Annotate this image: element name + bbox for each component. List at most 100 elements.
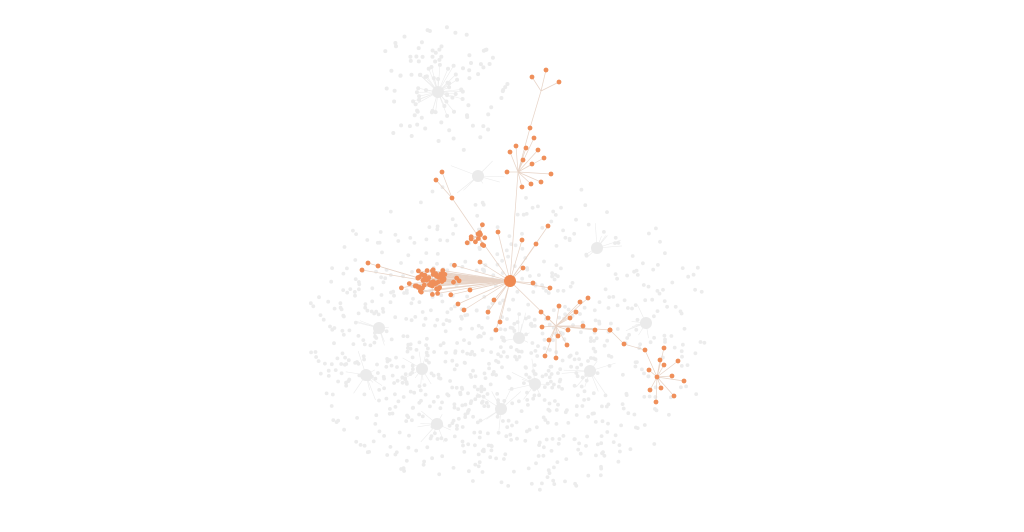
highlighted-node[interactable] — [417, 274, 422, 280]
graph-node[interactable] — [506, 484, 511, 488]
highlighted-node[interactable] — [555, 333, 561, 339]
graph-node[interactable] — [371, 439, 376, 444]
graph-node[interactable] — [526, 403, 530, 407]
graph-node[interactable] — [417, 97, 421, 102]
graph-node[interactable] — [653, 395, 658, 399]
graph-node[interactable] — [443, 437, 448, 442]
graph-node[interactable] — [389, 337, 394, 342]
graph-node[interactable] — [333, 368, 338, 372]
graph-node[interactable] — [646, 374, 651, 379]
graph-node[interactable] — [657, 291, 662, 296]
highlighted-node[interactable] — [542, 353, 548, 359]
graph-node[interactable] — [606, 421, 610, 426]
graph-node[interactable] — [424, 251, 429, 256]
graph-node[interactable] — [567, 354, 572, 359]
graph-node[interactable] — [401, 364, 406, 369]
graph-node[interactable] — [395, 365, 399, 369]
graph-node[interactable] — [536, 454, 541, 458]
graph-node[interactable] — [477, 247, 482, 252]
graph-node[interactable] — [524, 196, 528, 200]
graph-node[interactable] — [429, 308, 433, 313]
graph-node[interactable] — [389, 290, 393, 295]
graph-node[interactable] — [513, 243, 518, 248]
graph-node[interactable] — [439, 120, 444, 125]
highlighted-node[interactable] — [433, 177, 439, 183]
graph-node[interactable] — [440, 299, 445, 304]
graph-node[interactable] — [471, 479, 475, 483]
graph-node[interactable] — [482, 371, 487, 376]
graph-node[interactable] — [466, 409, 470, 414]
graph-node[interactable] — [693, 287, 697, 292]
graph-node[interactable] — [599, 466, 604, 471]
highlighted-node[interactable] — [675, 358, 681, 364]
graph-node[interactable] — [378, 230, 383, 234]
graph-node[interactable] — [605, 210, 609, 215]
highlighted-node[interactable] — [546, 337, 552, 343]
graph-node[interactable] — [650, 297, 655, 302]
graph-node[interactable] — [514, 357, 519, 362]
graph-node[interactable] — [443, 359, 448, 364]
highlighted-node[interactable] — [556, 303, 562, 309]
graph-node[interactable] — [381, 280, 386, 285]
graph-node[interactable] — [439, 293, 444, 298]
highlighted-node[interactable] — [647, 387, 653, 393]
graph-node[interactable] — [313, 350, 318, 354]
graph-node[interactable] — [453, 349, 458, 353]
graph-node[interactable] — [486, 404, 491, 409]
graph-node[interactable] — [495, 262, 500, 267]
graph-node[interactable] — [511, 297, 515, 302]
graph-node[interactable] — [423, 316, 428, 321]
highlighted-node[interactable] — [399, 285, 404, 291]
highlighted-node[interactable] — [567, 315, 573, 321]
graph-node[interactable] — [579, 384, 584, 389]
graph-node[interactable] — [620, 402, 625, 406]
graph-node[interactable] — [501, 336, 506, 340]
graph-node[interactable] — [528, 274, 532, 278]
graph-node[interactable] — [379, 275, 383, 280]
graph-node[interactable] — [486, 431, 490, 436]
graph-node[interactable] — [505, 317, 509, 321]
graph-node[interactable] — [467, 53, 472, 58]
graph-node[interactable] — [444, 99, 449, 104]
graph-node[interactable] — [470, 326, 474, 331]
highlighted-node[interactable] — [485, 309, 491, 315]
highlighted-node[interactable] — [497, 319, 503, 325]
graph-node[interactable] — [416, 86, 421, 91]
highlighted-node[interactable] — [439, 169, 445, 175]
graph-node[interactable] — [458, 392, 463, 397]
graph-node[interactable] — [375, 362, 379, 367]
graph-node[interactable] — [430, 48, 435, 53]
graph-node[interactable] — [441, 322, 446, 327]
graph-node[interactable] — [525, 266, 529, 270]
graph-node[interactable] — [615, 276, 619, 281]
graph-node[interactable] — [345, 266, 349, 271]
graph-node[interactable] — [682, 326, 687, 331]
highlighted-node[interactable] — [406, 281, 412, 286]
graph-node[interactable] — [553, 213, 558, 217]
graph-node[interactable] — [556, 288, 560, 293]
graph-node[interactable] — [397, 430, 402, 435]
graph-node[interactable] — [482, 404, 487, 408]
graph-node[interactable] — [469, 61, 473, 65]
graph-node[interactable] — [477, 435, 482, 440]
graph-node[interactable] — [554, 244, 559, 248]
graph-node[interactable] — [545, 420, 550, 425]
graph-node[interactable] — [384, 396, 389, 401]
highlighted-node[interactable] — [473, 239, 478, 245]
graph-node[interactable] — [445, 113, 450, 118]
graph-node[interactable] — [377, 398, 381, 403]
graph-node[interactable] — [592, 308, 597, 313]
graph-node[interactable] — [597, 319, 601, 324]
highlighted-node[interactable] — [654, 374, 660, 380]
graph-node[interactable] — [462, 450, 467, 454]
graph-node[interactable] — [555, 460, 560, 464]
graph-node[interactable] — [520, 231, 524, 236]
graph-node[interactable] — [580, 320, 585, 325]
graph-node[interactable] — [408, 58, 413, 63]
graph-node[interactable] — [695, 265, 700, 270]
highlighted-node[interactable] — [527, 125, 533, 131]
graph-node[interactable] — [625, 336, 630, 340]
graph-node[interactable] — [463, 361, 467, 365]
graph-node[interactable] — [551, 478, 556, 483]
graph-node[interactable] — [681, 342, 685, 347]
